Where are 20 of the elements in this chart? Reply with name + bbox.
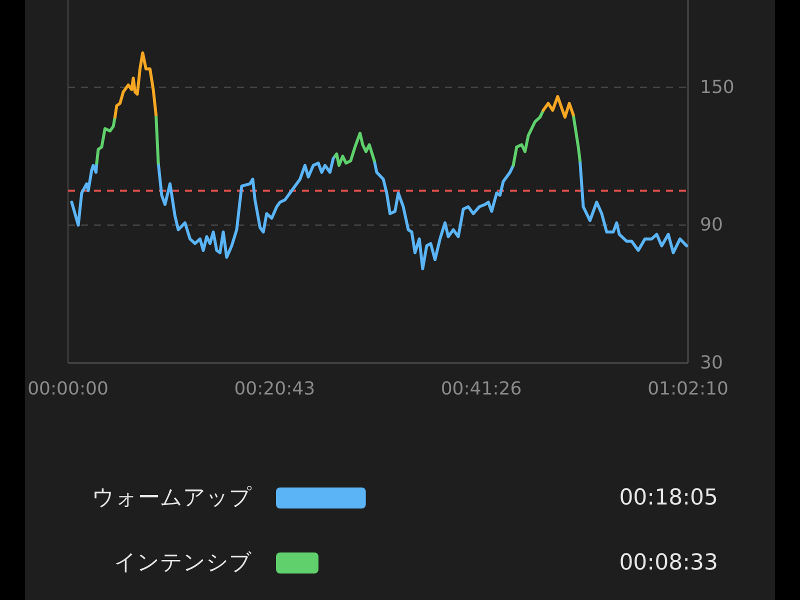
line-series: [156, 154, 337, 259]
y-tick-label: 150: [700, 76, 734, 98]
x-tick-label: 00:00:00: [28, 378, 108, 400]
line-series: [334, 132, 376, 167]
y-tick-label: 30: [700, 352, 723, 374]
line-series: [512, 108, 545, 167]
x-tick-label: 00:20:43: [234, 378, 316, 400]
line-series: [542, 94, 575, 119]
data-label: 00:18:05: [619, 486, 718, 510]
y-tick-label: ウォームアップ: [92, 486, 252, 510]
y-tick-label: 90: [700, 214, 723, 236]
data-label: 00:08:33: [619, 550, 718, 576]
x-tick-label: 00:41:26: [440, 378, 522, 400]
x-tick-label: 01:02:10: [648, 378, 728, 400]
line-series: [113, 51, 158, 119]
y-tick-label: インテンシブ: [114, 550, 252, 576]
line-series: [372, 159, 515, 270]
line-series: [578, 159, 688, 254]
line-series: [95, 116, 116, 165]
line-series: [70, 162, 98, 227]
